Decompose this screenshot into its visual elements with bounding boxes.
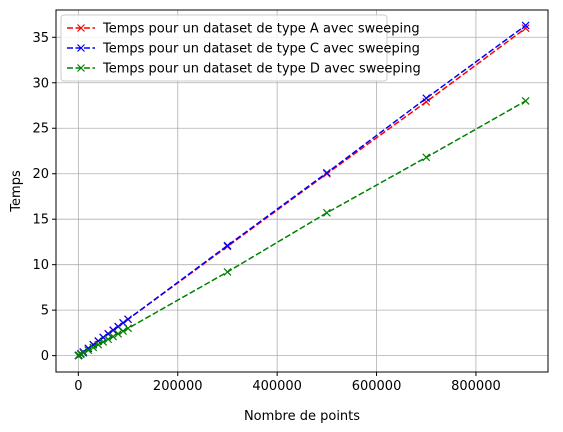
data-point-marker	[89, 343, 98, 352]
legend-items: Temps pour un dataset de type A avec swe…	[67, 22, 421, 77]
legend-item: Temps pour un dataset de type A avec swe…	[67, 22, 420, 37]
y-tick-label: 25	[32, 122, 49, 137]
y-axis-label: Temps	[9, 170, 24, 213]
data-point-marker	[521, 21, 530, 30]
data-point-marker	[124, 324, 132, 333]
legend-marker	[77, 24, 85, 32]
y-tick-label: 20	[32, 167, 49, 182]
data-point-marker	[79, 348, 88, 357]
data-point-marker	[114, 329, 123, 338]
legend-item: Temps pour un dataset de type C avec swe…	[67, 42, 420, 57]
y-tick-label: 10	[32, 258, 49, 273]
data-point-marker	[84, 346, 93, 355]
x-tick-label: 600000	[352, 379, 402, 394]
series-line	[78, 100, 527, 357]
x-tick-label: 400000	[252, 379, 302, 394]
legend-label: Temps pour un dataset de type A avec swe…	[102, 22, 420, 37]
legend-label: Temps pour un dataset de type D avec swe…	[102, 62, 421, 77]
data-point-marker	[322, 208, 331, 217]
series-lines	[74, 21, 530, 360]
data-point-marker	[109, 326, 118, 335]
legend-marker	[77, 44, 85, 52]
legend-marker	[77, 64, 85, 72]
x-tick-label: 800000	[451, 379, 501, 394]
data-point-marker	[521, 24, 530, 33]
legend-label: Temps pour un dataset de type C avec swe…	[102, 42, 420, 57]
legend-box	[60, 14, 388, 82]
data-point-marker	[109, 332, 118, 341]
y-tick-label: 0	[41, 349, 49, 364]
plot-frame	[55, 9, 549, 373]
x-tick-label: 0	[74, 379, 82, 394]
data-point-marker	[124, 315, 132, 324]
y-tick-label: 30	[32, 76, 49, 91]
data-point-marker	[119, 327, 128, 335]
legend-item: Temps pour un dataset de type D avec swe…	[67, 62, 421, 77]
series-2	[74, 97, 530, 360]
data-point-marker	[422, 153, 431, 162]
data-point-marker	[104, 335, 113, 344]
data-point-marker	[99, 338, 108, 346]
data-point-marker	[223, 268, 232, 276]
data-point-marker	[223, 241, 232, 250]
y-tick-label: 15	[32, 213, 49, 228]
y-tick-label: 35	[32, 31, 49, 46]
legend: Temps pour un dataset de type A avec swe…	[60, 14, 421, 82]
x-axis-label: Nombre de points	[244, 409, 360, 424]
data-point-marker	[521, 97, 530, 105]
data-point-marker	[422, 94, 431, 103]
data-point-marker	[74, 351, 83, 360]
data-point-marker	[322, 168, 331, 177]
data-point-marker	[94, 340, 103, 349]
x-tick-label: 200000	[153, 379, 203, 394]
axis-ticks: 0 200000 400000 600000 800000 0 5 10 15 20 25 30 35	[32, 31, 500, 394]
y-tick-label: 5	[41, 304, 49, 319]
